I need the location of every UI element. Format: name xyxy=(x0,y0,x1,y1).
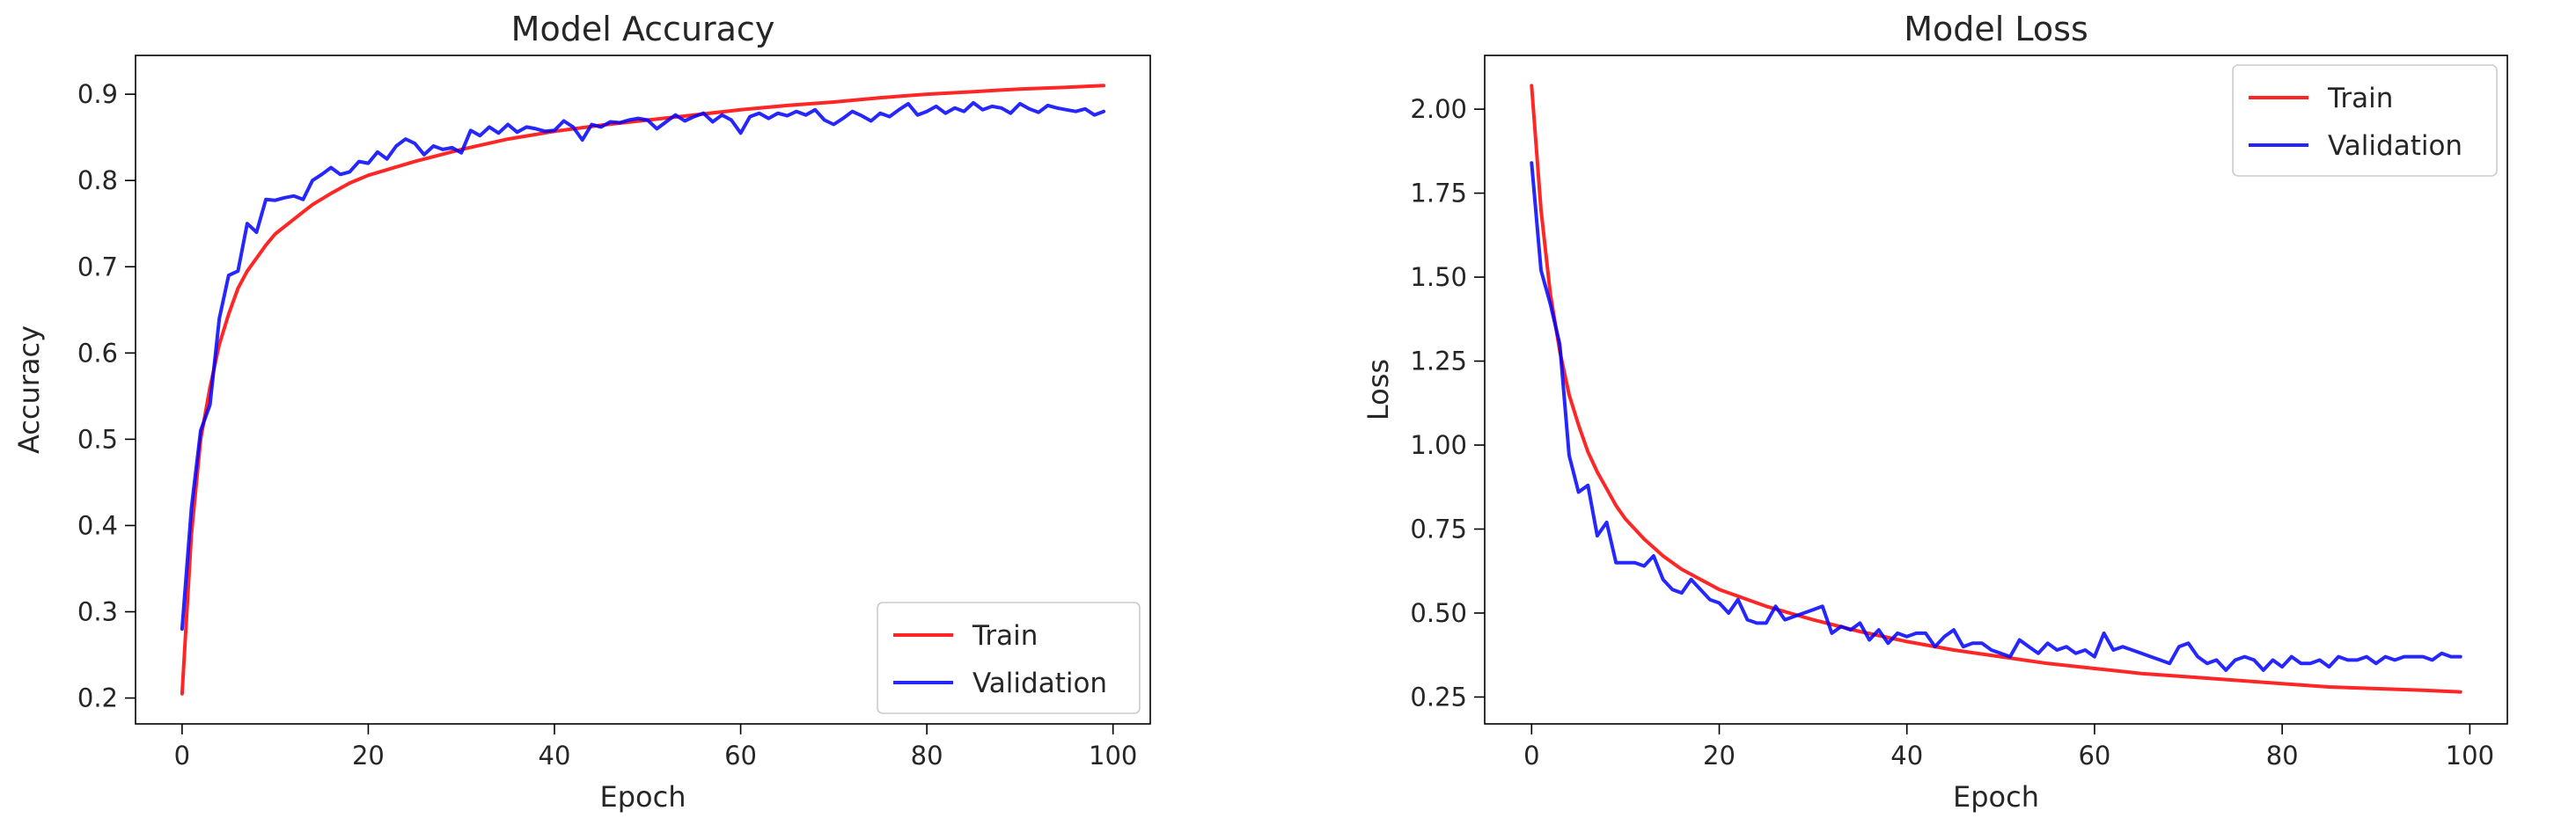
x-tick-label: 60 xyxy=(724,741,757,771)
series-line-train xyxy=(1530,84,2462,694)
legend-label-validation: Validation xyxy=(972,668,1107,699)
y-tick-label: 0.25 xyxy=(1410,682,1467,712)
y-tick-label: 0.8 xyxy=(77,165,118,195)
x-axis-label: Epoch xyxy=(1953,780,2039,814)
x-tick-label: 80 xyxy=(911,741,943,771)
series-line-train xyxy=(180,84,1106,696)
x-tick-label: 100 xyxy=(1089,741,1137,771)
plot-frame xyxy=(135,55,1151,725)
legend-label-train: Train xyxy=(972,620,1038,652)
x-tick-label: 100 xyxy=(2446,741,2494,771)
chart-title: Model Accuracy xyxy=(511,10,775,48)
y-tick-label: 1.50 xyxy=(1410,262,1467,292)
y-tick-label: 0.75 xyxy=(1410,514,1467,544)
x-tick-label: 20 xyxy=(352,741,385,771)
chart-title: Model Loss xyxy=(1904,10,2088,48)
legend-box xyxy=(2232,64,2498,177)
y-tick-label: 1.75 xyxy=(1410,179,1467,208)
y-tick-label: 2.00 xyxy=(1410,94,1467,124)
y-tick-label: 0.2 xyxy=(77,683,118,713)
y-tick-label: 0.5 xyxy=(77,424,118,454)
y-tick-label: 1.00 xyxy=(1410,430,1467,460)
accuracy-chart: 0 20 40 60 80 100 0.2 0.3 0.4 0.5 0.6 0.7 0.8 0.9 Mode… xyxy=(12,10,1151,814)
legend-box xyxy=(877,602,1141,714)
y-tick-label: 0.7 xyxy=(77,252,118,281)
y-tick-label: 0.3 xyxy=(77,597,118,627)
x-tick-label: 40 xyxy=(539,741,571,771)
series-line-validation xyxy=(180,100,1106,632)
x-tick-label: 80 xyxy=(2266,741,2299,771)
y-tick-label: 0.6 xyxy=(77,338,118,368)
legend-label-train: Train xyxy=(2327,83,2393,114)
y-axis-label: Loss xyxy=(1361,359,1395,420)
y-tick-label: 0.9 xyxy=(77,79,118,109)
x-tick-label: 0 xyxy=(1523,741,1539,771)
y-tick-label: 0.4 xyxy=(77,510,118,540)
x-tick-label: 40 xyxy=(1890,741,1923,771)
x-tick-label: 60 xyxy=(2078,741,2110,771)
y-tick-label: 1.25 xyxy=(1410,347,1467,376)
y-tick-label: 0.50 xyxy=(1410,598,1467,628)
x-axis-label: Epoch xyxy=(600,780,686,814)
x-tick-label: 20 xyxy=(1703,741,1736,771)
plot-frame xyxy=(1484,55,2508,725)
y-axis-label: Accuracy xyxy=(12,325,46,454)
x-tick-label: 0 xyxy=(174,741,190,771)
series-line-validation xyxy=(1530,161,2462,672)
legend-label-validation: Validation xyxy=(2328,130,2462,162)
loss-chart: 0 20 40 60 80 100 0.25 0.50 0.75 1.00 1.25 1.50 1.75… xyxy=(1361,10,2508,814)
